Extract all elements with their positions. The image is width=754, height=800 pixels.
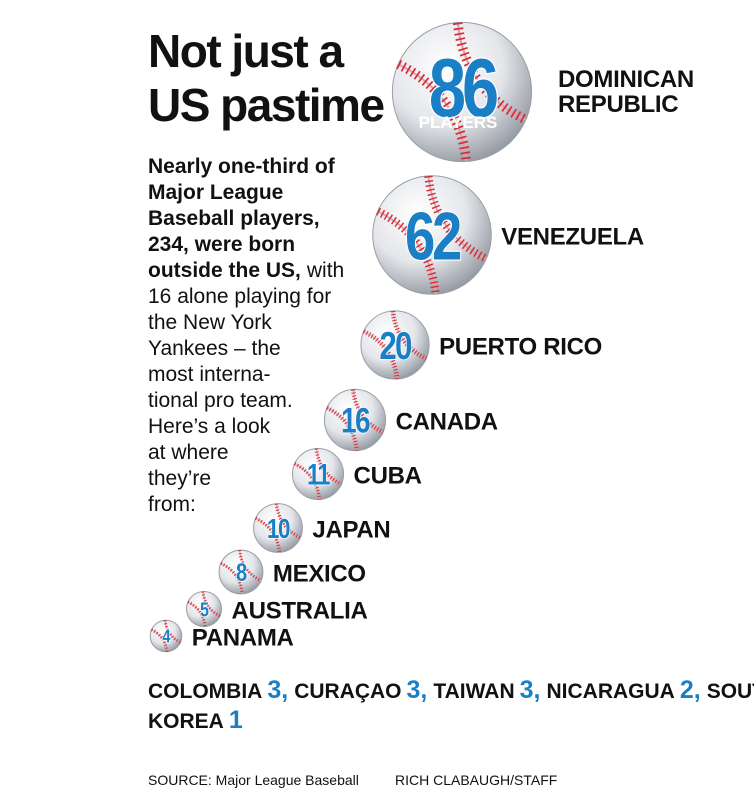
seams xyxy=(326,389,384,451)
other-name: TAIWAN xyxy=(433,680,515,703)
other-value: 3, xyxy=(267,676,289,704)
other-value: 3, xyxy=(406,676,428,704)
description-bold: Major League xyxy=(148,181,284,204)
seam xyxy=(164,620,181,643)
country-label: CANADA xyxy=(395,408,499,436)
description-bold: Baseball players, xyxy=(148,207,320,230)
seam xyxy=(397,63,468,162)
other-name: COLOMBIA xyxy=(148,680,263,703)
ball-value: 8 xyxy=(236,558,247,587)
other-country: NICARAGUA 2, xyxy=(546,676,707,704)
baseball: 62 xyxy=(372,175,492,295)
stitches xyxy=(220,561,244,595)
description-line: they’re xyxy=(148,467,212,490)
seams xyxy=(187,591,221,627)
description-bold: outside the US, xyxy=(148,259,301,282)
description-line: Yankees – the xyxy=(148,337,281,360)
stitches xyxy=(424,175,489,263)
country-label: PUERTO RICO xyxy=(439,333,603,361)
ball-value: 86 xyxy=(429,43,497,136)
other-name: SOUTH KOREA xyxy=(148,680,754,733)
baseball: 20 xyxy=(360,310,430,380)
stitches xyxy=(314,448,343,486)
other-country: TAIWAN 3, xyxy=(433,676,546,704)
seams xyxy=(396,22,528,162)
seams xyxy=(254,503,302,553)
description-line: Here’s a look xyxy=(148,415,271,438)
description-line: Nearly one-third of xyxy=(148,154,378,180)
unit-label: PLAYERS xyxy=(419,113,498,132)
seam xyxy=(456,22,527,121)
country-label: PANAMA xyxy=(191,624,294,652)
stitches xyxy=(238,549,262,583)
other-name: NICARAGUA xyxy=(546,680,675,703)
ball-value: 5 xyxy=(200,597,209,620)
description-bold: 234, were born xyxy=(148,233,296,256)
stitches xyxy=(390,310,428,361)
description-line: most interna- xyxy=(148,363,271,386)
description-line: Baseball players, xyxy=(148,206,378,232)
other-name: CURAÇAO xyxy=(294,680,402,703)
description-line: the New York xyxy=(148,311,272,334)
baseball: 5 xyxy=(185,590,223,628)
baseball: 4 xyxy=(149,619,183,653)
baseball: 11 xyxy=(291,447,345,501)
ball-value: 4 xyxy=(162,627,171,647)
stitches xyxy=(201,591,221,618)
description-line: outside the US, with xyxy=(148,258,378,284)
other-value: 3, xyxy=(519,676,541,704)
credit: RICH CLABAUGH/STAFF xyxy=(395,772,558,788)
other-value: 1 xyxy=(228,706,243,734)
country-label: CUBA xyxy=(353,462,422,490)
stitches xyxy=(254,516,282,553)
country-label: VENEZUELA xyxy=(501,223,644,251)
seams xyxy=(362,310,428,380)
ball-value: 20 xyxy=(379,324,411,368)
country-label: DOMINICAN REPUBLIC xyxy=(558,66,694,118)
seams xyxy=(150,620,182,652)
stitches xyxy=(350,389,384,435)
stitches xyxy=(187,600,207,627)
stitches xyxy=(375,207,440,295)
other-country: COLOMBIA 3, xyxy=(148,676,294,704)
stitches xyxy=(326,405,360,451)
country-label: MEXICO xyxy=(272,560,366,588)
title: Not just a US pastime xyxy=(148,25,385,131)
seam xyxy=(151,629,168,652)
seams xyxy=(375,175,489,295)
description-line: at where xyxy=(148,441,229,464)
description-line: from: xyxy=(148,493,196,516)
baseball: 10 xyxy=(253,503,303,553)
description-text: with xyxy=(306,259,345,282)
other-value: 2, xyxy=(679,676,701,704)
stitches xyxy=(362,329,400,380)
stitches xyxy=(274,503,302,540)
country-label: JAPAN xyxy=(312,516,391,544)
seams xyxy=(293,448,343,500)
description-line: 234, were born xyxy=(148,232,378,258)
other-countries: COLOMBIA 3, CURAÇAO 3, TAIWAN 3, NICARAGUA 2, SO… xyxy=(148,676,754,736)
stitches xyxy=(293,462,322,500)
other-country: CURAÇAO 3, xyxy=(294,676,433,704)
description-line: Major League xyxy=(148,180,378,206)
ball-value: 10 xyxy=(267,514,291,545)
country-label: AUSTRALIA xyxy=(231,597,368,625)
ball-value: 16 xyxy=(341,401,370,441)
baseball: 8 xyxy=(218,549,264,595)
ball-value: 11 xyxy=(307,458,331,491)
description-line: 16 alone playing for xyxy=(148,285,332,308)
description-bold: Nearly one-third of xyxy=(148,155,335,178)
description: Nearly one-third of Major League Baseball … xyxy=(148,154,378,518)
source: SOURCE: Major League Baseball xyxy=(148,772,359,788)
seams xyxy=(220,549,262,595)
ball-value: 62 xyxy=(405,199,460,275)
baseball: 16 xyxy=(323,388,387,452)
description-line: tional pro team. xyxy=(148,389,293,412)
